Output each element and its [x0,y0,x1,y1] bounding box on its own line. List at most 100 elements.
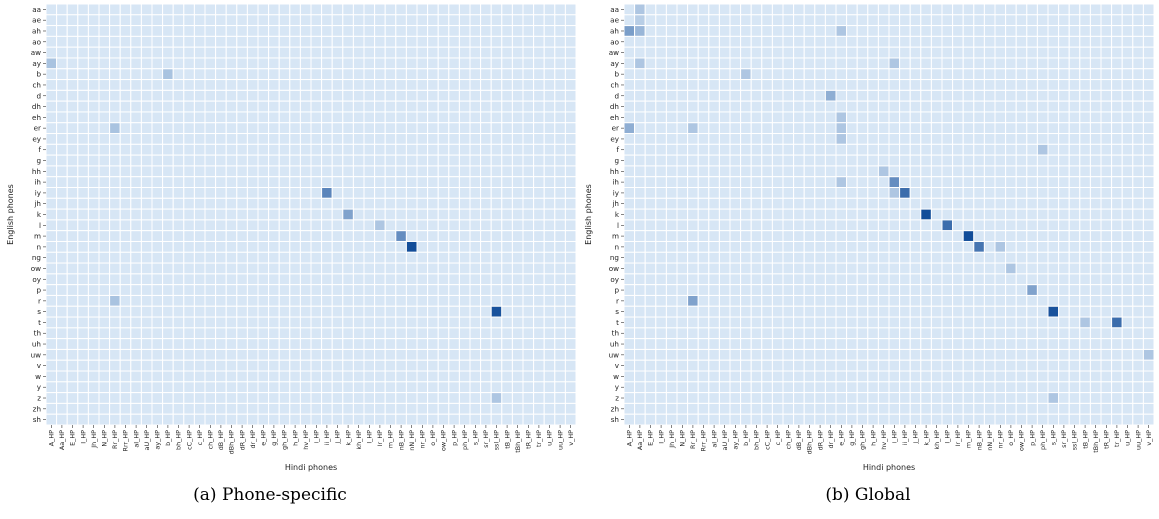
heatmap-cell [697,273,710,286]
heatmap-cell [246,143,259,156]
heatmap-cell [952,100,964,113]
heatmap-cell [1100,3,1113,16]
heatmap-cell [469,143,482,156]
heatmap-cell [899,165,911,178]
heatmap-cell [1142,348,1155,361]
heatmap-cell [172,57,185,70]
heatmap-cell [77,327,89,340]
heatmap-cell [352,413,365,426]
heatmap-cell [448,338,460,350]
heatmap-cell [384,294,397,307]
heatmap-cell [952,111,964,124]
heatmap-cell [1100,348,1113,361]
heatmap-cell [994,381,1007,394]
heatmap-cell [814,176,826,189]
heatmap-cell [1142,57,1155,70]
heatmap-cell [151,359,164,372]
heatmap-cell [554,327,566,340]
heatmap-cell [204,133,217,145]
heatmap-cell [225,68,238,81]
heatmap-cell [729,46,742,59]
heatmap-cell [225,240,238,253]
heatmap-cell [835,89,848,102]
heatmap-cell [257,122,270,135]
heatmap-cell [994,273,1007,286]
heatmap-cell [1058,79,1070,91]
heatmap-cell [119,68,132,81]
heatmap-cell [856,187,869,199]
heatmap-cell [1100,79,1113,91]
heatmap-cell [564,79,577,91]
heatmap-cell [268,35,280,48]
heatmap-cell [405,46,418,59]
heatmap-cell [623,392,636,404]
heatmap-cell [448,154,460,167]
heatmap-cell [162,251,174,264]
heatmap-cell [352,46,365,59]
heatmap-cell [835,294,848,307]
heatmap-cell [877,251,890,264]
heatmap-cell [1100,402,1113,415]
heatmap-cell [87,273,100,286]
heatmap-cell [162,187,174,199]
heatmap-cell [374,154,386,167]
heatmap-cell [623,14,636,27]
heatmap-cell [87,89,100,102]
heatmap-cell [458,165,471,178]
heatmap-cell [564,262,577,275]
heatmap-cell [342,197,354,210]
heatmap-cell [771,359,784,372]
heatmap-cell [1089,122,1102,135]
heatmap-cell [824,370,837,383]
x-tick-label: nN_HP [408,430,416,451]
heatmap-cell [458,79,471,91]
heatmap-cell [363,327,376,340]
heatmap-cell [204,187,217,199]
heatmap-cell [665,273,678,286]
heatmap-cell [543,251,556,264]
heatmap-cell [867,143,879,156]
heatmap-cell [511,208,524,221]
heatmap-cell [867,197,879,210]
heatmap-cell [193,89,206,102]
heatmap-cell [215,338,227,350]
heatmap-cell [77,219,89,232]
heatmap-cell [140,208,153,221]
heatmap-cell [1100,240,1113,253]
heatmap-cell [374,316,386,329]
heatmap-cell [824,154,837,167]
heatmap-cell [416,111,429,124]
heatmap-cell [480,89,492,102]
heatmap-cell [458,35,471,48]
heatmap-cell [554,413,566,426]
heatmap-cell [782,68,795,81]
heatmap-cell [87,251,100,264]
heatmap-cell [1111,273,1123,286]
heatmap-cell [888,262,901,275]
x-tick-label: j_HP [912,430,920,445]
heatmap-cell [983,89,996,102]
heatmap-cell [623,208,636,221]
x-tick-label: Jh_HP [668,430,676,449]
heatmap-cell [920,165,932,178]
heatmap-cell [151,262,164,275]
heatmap-cell [729,381,742,394]
heatmap-cell [867,230,879,242]
heatmap-cell [289,187,301,199]
heatmap-cell [554,35,566,48]
heatmap-cell [278,381,291,394]
heatmap-cell [771,57,784,70]
heatmap-cell [835,133,848,145]
heatmap-cell [697,370,710,383]
heatmap-cell [697,219,710,232]
heatmap-cell [824,197,837,210]
heatmap-cell [215,89,227,102]
heatmap-cell [416,284,429,296]
heatmap-cell [225,316,238,329]
heatmap-cell [835,413,848,426]
heatmap-cell [56,57,68,70]
heatmap-cell [225,46,238,59]
heatmap-cell [1121,133,1134,145]
heatmap-cell [740,122,752,135]
heatmap-cell [909,154,922,167]
